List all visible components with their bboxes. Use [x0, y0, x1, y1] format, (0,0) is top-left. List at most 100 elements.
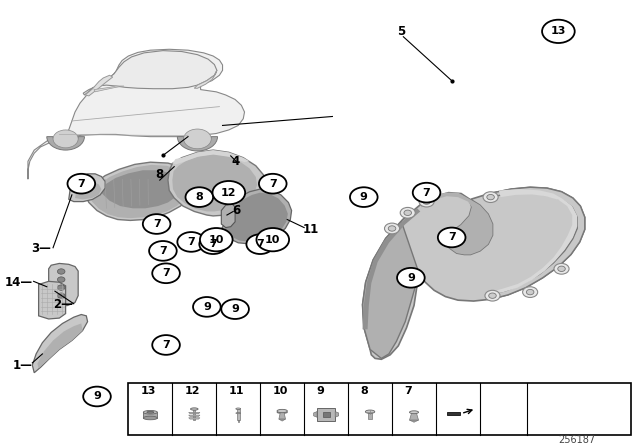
Circle shape: [388, 226, 396, 231]
Circle shape: [184, 129, 211, 149]
Polygon shape: [189, 418, 200, 419]
Text: 8: 8: [195, 192, 203, 202]
Text: 11: 11: [229, 386, 244, 396]
Wedge shape: [177, 137, 218, 151]
Text: 10: 10: [273, 386, 288, 396]
Text: 10: 10: [209, 235, 224, 245]
Circle shape: [221, 299, 249, 319]
Polygon shape: [317, 408, 335, 421]
Circle shape: [53, 130, 78, 148]
Polygon shape: [172, 150, 250, 164]
Polygon shape: [237, 409, 239, 420]
Ellipse shape: [236, 413, 241, 414]
Polygon shape: [143, 412, 157, 418]
Text: 12: 12: [221, 188, 237, 198]
Circle shape: [397, 268, 425, 288]
Text: 9: 9: [317, 386, 324, 396]
Text: 13: 13: [550, 26, 566, 36]
Text: 9: 9: [360, 192, 368, 202]
Text: 7: 7: [159, 246, 167, 256]
Polygon shape: [221, 204, 235, 228]
Polygon shape: [335, 412, 339, 417]
Text: 3—: 3—: [31, 242, 51, 255]
Circle shape: [58, 293, 65, 298]
Circle shape: [558, 266, 565, 271]
Polygon shape: [189, 415, 200, 417]
Circle shape: [413, 183, 440, 202]
Circle shape: [67, 174, 95, 194]
Text: 9: 9: [407, 273, 415, 283]
Polygon shape: [88, 165, 190, 218]
Text: 11: 11: [303, 223, 319, 236]
Text: 7: 7: [162, 340, 170, 350]
Circle shape: [58, 277, 65, 282]
Circle shape: [485, 290, 500, 301]
Circle shape: [385, 223, 399, 234]
Polygon shape: [68, 174, 105, 202]
Polygon shape: [279, 419, 285, 421]
Ellipse shape: [191, 408, 198, 410]
Text: 7: 7: [153, 219, 161, 229]
Circle shape: [143, 214, 170, 234]
Polygon shape: [75, 182, 101, 199]
Circle shape: [438, 228, 465, 247]
Polygon shape: [225, 193, 288, 242]
Text: 256187: 256187: [559, 435, 596, 445]
Circle shape: [212, 181, 245, 204]
Text: 7: 7: [162, 268, 170, 278]
Ellipse shape: [277, 409, 287, 413]
Circle shape: [58, 269, 65, 274]
Text: 9: 9: [203, 302, 211, 312]
Polygon shape: [85, 75, 113, 96]
Polygon shape: [195, 70, 217, 88]
Text: 13: 13: [141, 386, 156, 396]
Polygon shape: [410, 412, 419, 420]
Circle shape: [83, 387, 111, 406]
Polygon shape: [37, 323, 83, 368]
Polygon shape: [420, 193, 492, 254]
Polygon shape: [410, 420, 419, 422]
Circle shape: [489, 293, 496, 298]
Polygon shape: [28, 49, 244, 179]
Circle shape: [400, 207, 415, 218]
Text: 9: 9: [231, 304, 239, 314]
Text: 5: 5: [397, 25, 406, 38]
Circle shape: [186, 187, 213, 207]
Text: 7: 7: [422, 188, 431, 198]
Text: 6: 6: [232, 204, 240, 217]
Circle shape: [526, 289, 534, 295]
Polygon shape: [189, 412, 200, 414]
Text: 1—: 1—: [12, 358, 33, 372]
Polygon shape: [100, 170, 180, 208]
Ellipse shape: [365, 410, 375, 414]
Circle shape: [259, 174, 287, 194]
Text: 7: 7: [209, 239, 217, 249]
Polygon shape: [168, 150, 266, 216]
Circle shape: [483, 192, 498, 202]
Circle shape: [177, 232, 205, 252]
Text: 2—: 2—: [53, 298, 73, 311]
Ellipse shape: [236, 408, 241, 409]
Ellipse shape: [277, 411, 287, 414]
Polygon shape: [49, 263, 78, 306]
Polygon shape: [362, 222, 419, 358]
Polygon shape: [83, 51, 217, 95]
Text: 7: 7: [404, 386, 412, 396]
Ellipse shape: [147, 411, 154, 413]
Polygon shape: [447, 412, 460, 415]
Polygon shape: [172, 154, 257, 211]
Text: 7: 7: [77, 179, 85, 189]
Circle shape: [554, 263, 569, 274]
Polygon shape: [490, 187, 585, 299]
Circle shape: [257, 228, 289, 251]
Polygon shape: [491, 189, 577, 295]
Text: 8: 8: [156, 168, 164, 181]
Circle shape: [193, 297, 221, 317]
Text: 4: 4: [231, 155, 239, 168]
Text: 10: 10: [265, 235, 280, 245]
Polygon shape: [94, 86, 124, 92]
Circle shape: [58, 285, 65, 290]
Polygon shape: [314, 412, 317, 417]
Text: 9: 9: [93, 392, 101, 401]
Text: 12: 12: [185, 386, 200, 396]
